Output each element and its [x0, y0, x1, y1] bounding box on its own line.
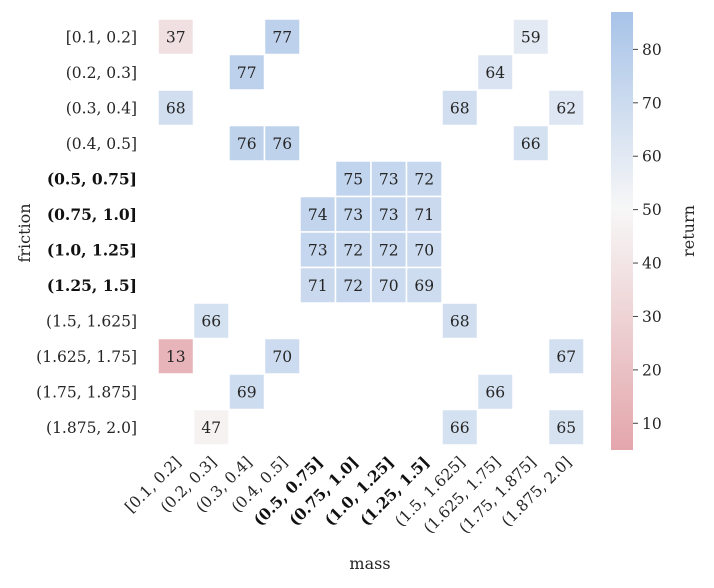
heatmap-cell [263, 337, 301, 375]
colorbar-tick-label: 10 [642, 415, 662, 433]
cell-value-label: 59 [521, 28, 541, 46]
heatmap-cell [405, 231, 443, 269]
heatmap-cell [157, 337, 195, 375]
colorbar-tick-label: 40 [642, 255, 662, 273]
cell-value-label: 71 [414, 206, 434, 224]
cell-value-label: 62 [556, 99, 576, 117]
heatmap-cell [299, 231, 337, 269]
cell-value-label: 68 [450, 312, 470, 330]
cell-value-label: 65 [556, 419, 576, 437]
heatmap-cell [228, 124, 266, 162]
heatmap-cell [263, 18, 301, 56]
cell-value-label: 73 [343, 206, 363, 224]
cell-value-label: 70 [272, 348, 292, 366]
cell-value-label: 77 [272, 28, 292, 46]
cell-value-label: 71 [308, 277, 328, 295]
y-tick-label: (1.875, 2.0] [46, 419, 137, 437]
y-tick-label: (0.5, 0.75] [47, 169, 137, 188]
cell-value-label: 68 [166, 99, 186, 117]
cell-value-label: 64 [485, 64, 505, 82]
cell-value-label: 13 [166, 348, 186, 366]
cell-value-label: 47 [201, 419, 221, 437]
y-tick-label: (0.2, 0.3] [66, 64, 137, 82]
colorbar-tick-label: 30 [642, 308, 662, 326]
cell-value-label: 75 [343, 170, 363, 188]
y-tick-label: (0.3, 0.4] [66, 99, 137, 117]
y-tick-label: (1.625, 1.75] [36, 348, 137, 366]
heatmap-cell [192, 408, 230, 446]
cell-value-label: 77 [237, 64, 257, 82]
cell-value-label: 73 [379, 206, 399, 224]
heatmap-cell [334, 160, 372, 198]
cell-value-label: 76 [272, 135, 292, 153]
cell-value-label: 66 [485, 383, 505, 401]
colorbar-ticks: 10 20 30 40 50 60 70 80 [633, 41, 662, 433]
cell-value-label: 70 [414, 241, 434, 259]
heatmap-cell [334, 231, 372, 269]
y-tick-label: (1.5, 1.625] [46, 312, 137, 330]
y-tick-label: (1.0, 1.25] [47, 240, 137, 259]
cell-value-label: 70 [379, 277, 399, 295]
heatmap-cell [441, 408, 479, 446]
cell-value-label: 72 [414, 170, 434, 188]
cell-value-label: 66 [521, 135, 541, 153]
heatmap-cell [157, 18, 195, 56]
cell-value-label: 74 [308, 206, 328, 224]
heatmap-cell [228, 53, 266, 91]
cell-value-label: 72 [343, 241, 363, 259]
cell-value-label: 67 [556, 348, 576, 366]
colorbar-label: return [679, 205, 698, 257]
cell-value-label: 73 [379, 170, 399, 188]
heatmap-cell [228, 373, 266, 411]
heatmap-cell [157, 89, 195, 127]
cell-value-label: 69 [414, 277, 434, 295]
cell-value-label: 72 [379, 241, 399, 259]
heatmap-cell [547, 408, 585, 446]
cell-value-label: 68 [450, 99, 470, 117]
heatmap-cell [441, 302, 479, 340]
colorbar-tick-label: 50 [642, 201, 662, 219]
heatmap-cell [547, 337, 585, 375]
cell-value-label: 69 [237, 383, 257, 401]
colorbar: 10 20 30 40 50 60 70 80 return [611, 12, 698, 450]
x-tick-labels: [0.1, 0.2](0.2, 0.3](0.3, 0.4](0.4, 0.5]… [121, 452, 575, 537]
colorbar-tick-label: 60 [642, 148, 662, 166]
heatmap-cell [263, 124, 301, 162]
y-tick-label: [0.1, 0.2] [66, 28, 137, 46]
cell-value-label: 72 [343, 277, 363, 295]
heatmap-cell [476, 53, 514, 91]
cell-value-label: 37 [166, 28, 186, 46]
cell-value-label: 76 [237, 135, 257, 153]
heatmap-cell [192, 302, 230, 340]
heatmap-cells: 37 77 59 77 64 68 68 62 76 76 66 75 73 72 74 73 73 71 73 72… [157, 18, 585, 446]
heatmap-cell [547, 89, 585, 127]
colorbar-gradient [611, 12, 633, 450]
y-tick-label: (0.75, 1.0] [47, 205, 137, 224]
heatmap-cell [370, 195, 408, 233]
y-tick-labels: [0.1, 0.2] (0.2, 0.3] (0.3, 0.4] (0.4, 0.5]… [36, 28, 137, 437]
cell-value-label: 73 [308, 241, 328, 259]
cell-value-label: 66 [201, 312, 221, 330]
y-tick-label: (1.25, 1.5] [47, 276, 137, 295]
cell-value-label: 66 [450, 419, 470, 437]
x-axis-label: mass [349, 554, 390, 573]
heatmap-cell [405, 266, 443, 304]
y-tick-label: (1.75, 1.875] [36, 383, 137, 401]
heatmap-cell [299, 266, 337, 304]
heatmap-cell [476, 373, 514, 411]
heatmap-cell [512, 124, 550, 162]
heatmap-cell [405, 160, 443, 198]
colorbar-tick-label: 80 [642, 41, 662, 59]
colorbar-tick-label: 70 [642, 94, 662, 112]
heatmap-cell [512, 18, 550, 56]
heatmap-cell [334, 195, 372, 233]
y-tick-label: (0.4, 0.5] [66, 135, 137, 153]
colorbar-tick-label: 20 [642, 361, 662, 379]
heatmap-cell [370, 266, 408, 304]
heatmap-cell [441, 89, 479, 127]
y-axis-label: friction [15, 203, 34, 262]
